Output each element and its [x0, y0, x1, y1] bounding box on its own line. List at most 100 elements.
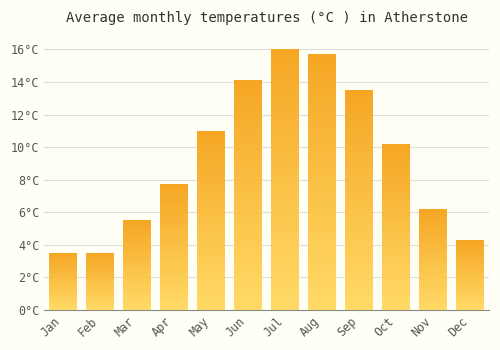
Bar [234, 204, 262, 209]
Bar [123, 276, 151, 278]
Bar [234, 131, 262, 135]
Bar [346, 270, 373, 275]
Bar [234, 218, 262, 223]
Bar [86, 290, 114, 292]
Bar [86, 265, 114, 266]
Bar [197, 281, 225, 285]
Bar [272, 55, 299, 60]
Bar [197, 231, 225, 234]
Bar [160, 234, 188, 237]
Bar [308, 182, 336, 187]
Bar [308, 289, 336, 294]
Bar [123, 285, 151, 286]
Bar [272, 81, 299, 86]
Bar [123, 294, 151, 295]
Bar [86, 284, 114, 285]
Bar [420, 211, 447, 213]
Bar [272, 154, 299, 159]
Bar [456, 285, 484, 286]
Bar [272, 96, 299, 102]
Bar [123, 249, 151, 251]
Bar [197, 267, 225, 270]
Bar [346, 204, 373, 209]
Bar [346, 191, 373, 196]
Bar [197, 174, 225, 177]
Bar [346, 156, 373, 160]
Bar [420, 288, 447, 289]
Bar [160, 300, 188, 302]
Bar [197, 192, 225, 195]
Bar [49, 289, 77, 290]
Bar [346, 196, 373, 200]
Bar [272, 138, 299, 143]
Bar [197, 134, 225, 138]
Bar [346, 288, 373, 292]
Bar [49, 255, 77, 256]
Bar [49, 307, 77, 309]
Bar [86, 282, 114, 284]
Bar [272, 304, 299, 310]
Bar [160, 290, 188, 292]
Bar [308, 70, 336, 75]
Bar [420, 279, 447, 281]
Bar [346, 266, 373, 270]
Bar [308, 213, 336, 218]
Bar [234, 190, 262, 195]
Bar [234, 255, 262, 259]
Bar [197, 160, 225, 163]
Bar [346, 125, 373, 130]
Bar [234, 287, 262, 291]
Bar [86, 307, 114, 309]
Bar [382, 300, 410, 303]
Bar [160, 250, 188, 252]
Bar [234, 108, 262, 112]
Bar [308, 192, 336, 197]
Bar [420, 223, 447, 225]
Bar [456, 282, 484, 283]
Bar [382, 154, 410, 157]
Bar [49, 288, 77, 289]
Bar [308, 111, 336, 116]
Bar [86, 295, 114, 296]
Bar [382, 150, 410, 154]
Bar [160, 232, 188, 234]
Bar [160, 270, 188, 272]
Bar [420, 249, 447, 251]
Bar [123, 254, 151, 256]
Bar [382, 273, 410, 276]
Bar [86, 266, 114, 268]
Bar [420, 215, 447, 217]
Bar [234, 199, 262, 204]
Bar [456, 251, 484, 252]
Bar [197, 199, 225, 202]
Title: Average monthly temperatures (°C ) in Atherstone: Average monthly temperatures (°C ) in At… [66, 11, 468, 25]
Bar [234, 90, 262, 94]
Bar [123, 268, 151, 270]
Bar [49, 296, 77, 297]
Bar [420, 227, 447, 229]
Bar [308, 259, 336, 264]
Bar [272, 279, 299, 284]
Bar [346, 165, 373, 169]
Bar [382, 240, 410, 243]
Bar [272, 107, 299, 112]
Bar [160, 295, 188, 297]
Bar [456, 240, 484, 241]
Bar [123, 244, 151, 245]
Bar [86, 269, 114, 270]
Bar [272, 242, 299, 247]
Bar [49, 271, 77, 272]
Bar [160, 219, 188, 222]
Bar [86, 270, 114, 271]
Bar [420, 300, 447, 302]
Bar [123, 270, 151, 272]
Bar [123, 222, 151, 224]
Bar [160, 199, 188, 202]
Bar [197, 145, 225, 149]
Bar [456, 261, 484, 262]
Bar [160, 212, 188, 215]
Bar [49, 282, 77, 284]
Bar [197, 299, 225, 302]
Bar [49, 285, 77, 286]
Bar [86, 277, 114, 278]
